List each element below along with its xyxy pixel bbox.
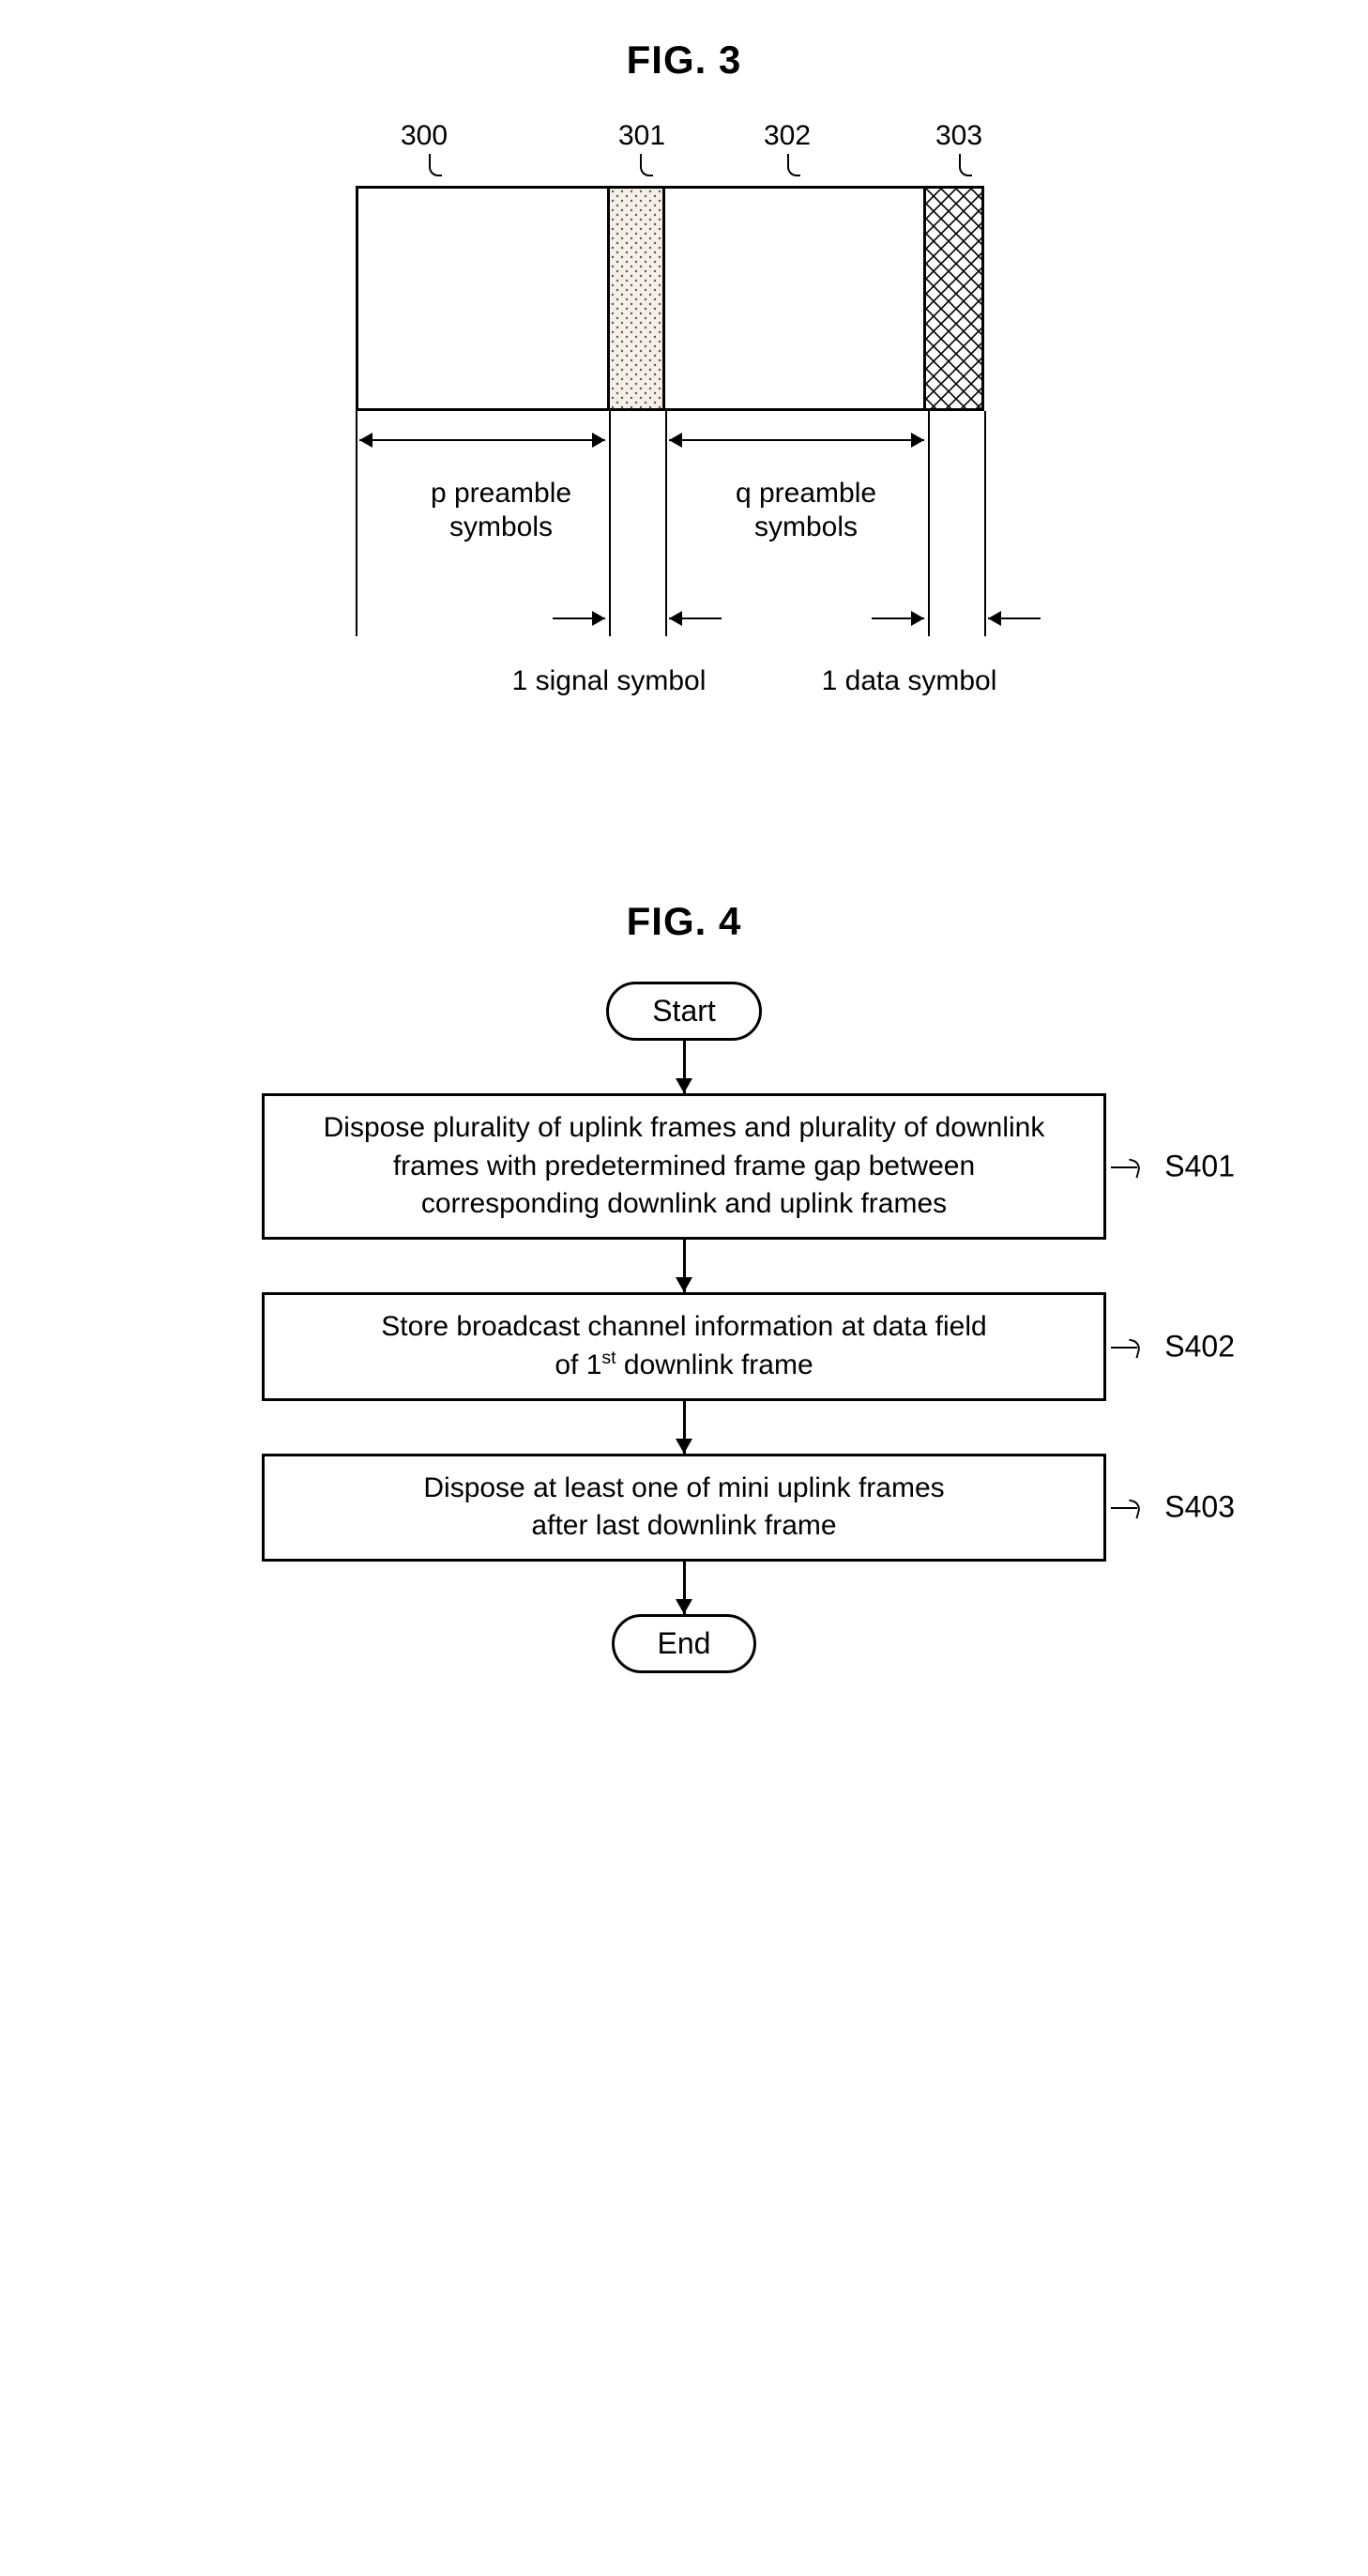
flow-arrow: [683, 1041, 686, 1093]
flow-arrow: [683, 1562, 686, 1614]
fig4-title: FIG. 4: [19, 899, 1349, 944]
fig4-flowchart: Start Dispose plurality of uplink frames…: [168, 982, 1200, 1673]
ref-303: 303: [935, 120, 982, 152]
arrow-left: [988, 617, 1041, 619]
seg-301: [610, 189, 665, 408]
ref-300: 300: [401, 120, 448, 152]
span-arrow-q: [669, 439, 924, 441]
flow-step-text: Store broadcast channel information at d…: [381, 1311, 986, 1381]
step-connector: [1111, 1166, 1137, 1168]
ref-tick: [429, 154, 442, 176]
flow-step-s401: Dispose plurality of uplink frames and p…: [262, 1093, 1106, 1240]
arrow-right: [872, 617, 924, 619]
ref-tick: [640, 154, 653, 176]
fig3-diagram: 300 301 302 303: [262, 120, 1106, 636]
label-data-symbol: 1 data symbol: [787, 664, 1031, 698]
label-q-preamble: q preamblesymbols: [712, 477, 900, 544]
span-row-1: [356, 420, 984, 477]
frame-structure: [356, 186, 984, 411]
arrow-left: [669, 617, 722, 619]
label-p-preamble: p preamblesymbols: [407, 477, 595, 544]
span-row-2: [356, 599, 984, 636]
dot-pattern-icon: [610, 189, 662, 408]
fig3-title: FIG. 3: [19, 38, 1349, 83]
seg-300: [358, 189, 610, 408]
flow-arrow: [683, 1240, 686, 1292]
flow-step-s402: Store broadcast channel information at d…: [262, 1292, 1106, 1401]
arrow-right: [553, 617, 605, 619]
flow-arrow: [683, 1401, 686, 1454]
flow-step-text: Dispose plurality of uplink frames and p…: [324, 1112, 1045, 1219]
flow-step-text: Dispose at least one of mini uplink fram…: [423, 1472, 944, 1542]
step-id-s402: S402: [1164, 1326, 1235, 1366]
label-signal-symbol: 1 signal symbol: [487, 664, 731, 698]
crosshatch-pattern-icon: [926, 189, 981, 408]
fig3-ref-row: 300 301 302 303: [262, 120, 1106, 186]
span-arrow-p: [359, 439, 605, 441]
ref-301: 301: [618, 120, 665, 152]
ref-tick: [787, 154, 800, 176]
step-connector: [1111, 1347, 1137, 1349]
seg-302: [665, 189, 925, 408]
guide-line: [984, 411, 986, 636]
step-id-s401: S401: [1164, 1146, 1235, 1186]
ref-302: 302: [764, 120, 811, 152]
seg-303: [926, 189, 981, 408]
ref-tick: [959, 154, 972, 176]
flow-step-s403: Dispose at least one of mini uplink fram…: [262, 1454, 1106, 1562]
flow-start: Start: [606, 982, 762, 1041]
flow-end: End: [612, 1614, 757, 1673]
step-connector: [1111, 1507, 1137, 1509]
step-id-s403: S403: [1164, 1486, 1235, 1527]
